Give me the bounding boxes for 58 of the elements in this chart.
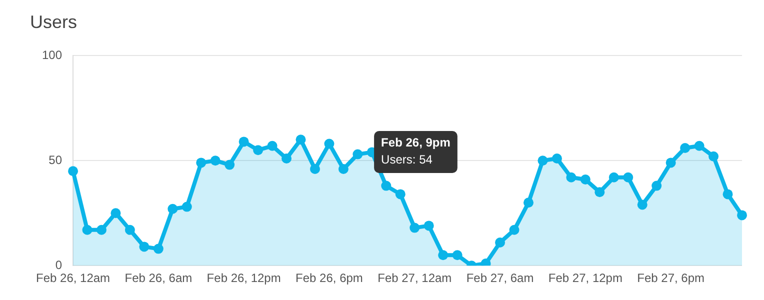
y-tick-label: 100 bbox=[42, 48, 62, 62]
point bbox=[296, 134, 306, 145]
point bbox=[424, 220, 434, 231]
x-tick-label: Feb 27, 12pm bbox=[548, 271, 622, 286]
point bbox=[68, 166, 78, 176]
point bbox=[509, 224, 520, 235]
chart-title: Users bbox=[30, 12, 78, 32]
point bbox=[338, 164, 348, 174]
point bbox=[96, 224, 106, 235]
point bbox=[694, 140, 704, 151]
point bbox=[708, 151, 719, 162]
point bbox=[224, 160, 235, 170]
point bbox=[722, 189, 733, 200]
x-tick-label: Feb 26, 6pm bbox=[296, 271, 363, 286]
point bbox=[124, 224, 135, 235]
point bbox=[523, 198, 534, 208]
point bbox=[737, 210, 747, 220]
point bbox=[623, 172, 634, 182]
point bbox=[666, 158, 676, 168]
point bbox=[438, 250, 448, 260]
point bbox=[253, 145, 264, 156]
x-tick-label: Feb 27, 6pm bbox=[637, 271, 705, 286]
point bbox=[452, 250, 462, 260]
point bbox=[110, 208, 121, 218]
point bbox=[381, 180, 392, 191]
point bbox=[238, 136, 249, 147]
point bbox=[495, 238, 506, 248]
point bbox=[310, 164, 320, 174]
x-tick-label: Feb 26, 12pm bbox=[206, 271, 281, 286]
point bbox=[580, 174, 590, 184]
point bbox=[196, 158, 206, 168]
y-tick-label: 50 bbox=[48, 152, 62, 167]
y-tick-label: 0 bbox=[55, 258, 62, 272]
point bbox=[538, 156, 548, 166]
point bbox=[210, 156, 220, 166]
point bbox=[680, 143, 690, 153]
point bbox=[153, 244, 164, 254]
point bbox=[182, 202, 192, 212]
point bbox=[267, 140, 278, 151]
point bbox=[566, 172, 576, 182]
point bbox=[395, 189, 406, 200]
point bbox=[168, 204, 178, 214]
point bbox=[324, 138, 334, 149]
x-tick-label: Feb 27, 6am bbox=[466, 271, 534, 286]
point bbox=[608, 172, 619, 182]
point bbox=[552, 154, 562, 164]
point bbox=[282, 154, 292, 164]
point bbox=[652, 180, 662, 191]
point bbox=[139, 242, 150, 252]
annotation: Feb 26, 9pm Users: 54 bbox=[381, 135, 450, 166]
x-tick-label: Feb 27, 12am bbox=[378, 271, 452, 286]
x-tick-label: Feb 26, 6am bbox=[124, 271, 192, 286]
point bbox=[352, 149, 363, 160]
point bbox=[594, 187, 605, 198]
point bbox=[82, 224, 92, 235]
x-tick-label: Feb 26, 12am bbox=[36, 271, 110, 286]
point bbox=[637, 200, 648, 210]
point bbox=[410, 222, 420, 233]
